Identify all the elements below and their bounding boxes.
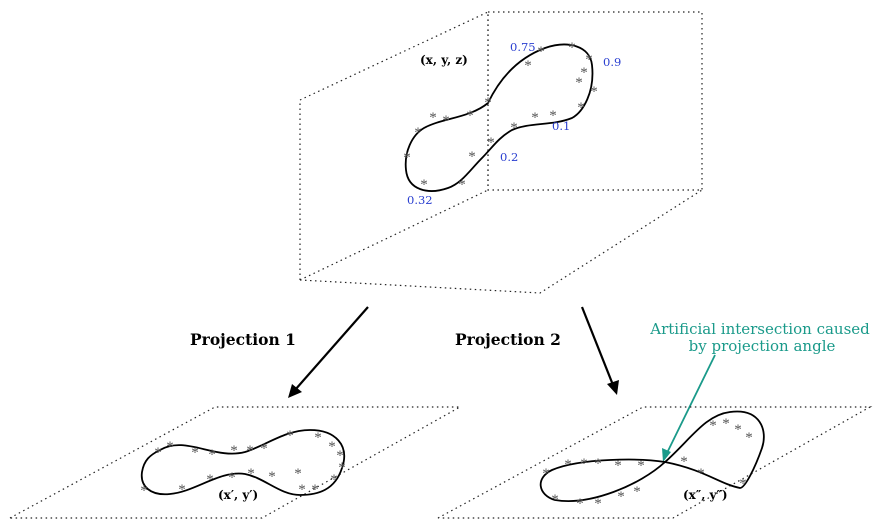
3d-box bbox=[299, 11, 703, 294]
projection-1-label: Projection 1 bbox=[190, 330, 296, 349]
sample-marker: * bbox=[206, 472, 214, 488]
coord-label-projection-2: (x″, y″) bbox=[683, 488, 728, 502]
sample-marker: * bbox=[594, 456, 602, 472]
annotation-line-1: Artificial intersection caused bbox=[649, 320, 870, 338]
sample-markers-3d: ** ***************** ** bbox=[403, 40, 598, 193]
sample-marker: * bbox=[260, 441, 268, 457]
sample-marker: * bbox=[564, 457, 572, 473]
sample-marker: * bbox=[314, 430, 322, 446]
sample-markers-projection-1: * * * * * * ** ************** bbox=[140, 428, 346, 499]
sample-marker: * bbox=[429, 110, 437, 126]
box-left-face bbox=[299, 11, 489, 280]
sample-marker: * bbox=[298, 482, 306, 498]
sample-marker: * bbox=[246, 443, 254, 459]
sample-marker: * bbox=[140, 483, 148, 499]
sample-marker: * bbox=[466, 108, 474, 124]
sample-marker: * bbox=[549, 108, 557, 124]
sample-marker: * bbox=[524, 58, 532, 74]
sample-marker: * bbox=[510, 120, 518, 136]
sample-marker: * bbox=[585, 52, 593, 68]
sample-marker: * bbox=[166, 439, 174, 455]
box-back-face bbox=[487, 11, 703, 191]
sample-marker: * bbox=[537, 44, 545, 60]
sample-marker: * bbox=[286, 428, 294, 444]
sample-marker: * bbox=[531, 110, 539, 126]
sample-marker: * bbox=[614, 458, 622, 474]
sample-marker: * bbox=[268, 469, 276, 485]
coord-label-projection-1: (x′, y′) bbox=[218, 488, 258, 502]
sample-marker: * bbox=[403, 150, 411, 166]
sample-marker: * bbox=[739, 476, 747, 492]
sample-marker: * bbox=[336, 448, 344, 464]
sample-marker: * bbox=[294, 466, 302, 482]
sample-marker: * bbox=[580, 456, 588, 472]
sample-marker: * bbox=[228, 470, 236, 486]
sample-marker: * bbox=[154, 445, 162, 461]
sample-marker: * bbox=[594, 496, 602, 512]
sample-marker: * bbox=[328, 439, 336, 455]
sample-marker: * bbox=[330, 472, 338, 488]
box-left-bottom-edge bbox=[299, 189, 489, 281]
param-label-0-75: 0.75 bbox=[510, 40, 536, 54]
sample-marker: * bbox=[568, 40, 576, 56]
annotation-line-2: by projection angle bbox=[689, 337, 836, 355]
sample-marker: * bbox=[680, 454, 688, 470]
sample-marker: * bbox=[637, 458, 645, 474]
sample-marker: * bbox=[442, 113, 450, 129]
coord-label-3d: (x, y, z) bbox=[420, 53, 468, 67]
sample-marker: * bbox=[633, 484, 641, 500]
param-label-0-1: 0.1 bbox=[552, 119, 570, 133]
projection-2-arrow bbox=[580, 306, 619, 395]
sample-marker: * bbox=[311, 482, 319, 498]
sample-marker: * bbox=[487, 135, 495, 151]
sample-marker: * bbox=[230, 443, 238, 459]
sample-marker: * bbox=[542, 466, 550, 482]
sample-marker: * bbox=[191, 445, 199, 461]
sample-marker: * bbox=[697, 466, 705, 482]
param-label-0-32: 0.32 bbox=[407, 193, 433, 207]
curve-3d bbox=[404, 43, 594, 192]
sample-markers-projection-2: * * * * * ** * * ***** * * * * bbox=[542, 416, 753, 512]
sample-marker: * bbox=[338, 460, 346, 476]
param-label-0-9: 0.9 bbox=[603, 55, 621, 69]
sample-marker: * bbox=[551, 492, 559, 508]
sample-marker: * bbox=[745, 430, 753, 446]
projection-2-label: Projection 2 bbox=[455, 330, 561, 349]
sample-marker: * bbox=[617, 489, 625, 505]
sample-marker: * bbox=[178, 482, 186, 498]
sample-marker: * bbox=[734, 422, 742, 438]
curve-projection-1 bbox=[140, 429, 345, 496]
sample-marker: * bbox=[590, 84, 598, 100]
sample-marker: * bbox=[575, 75, 583, 91]
projection-1-arrow bbox=[288, 306, 369, 398]
annotation-arrow bbox=[662, 354, 716, 462]
sample-marker: * bbox=[420, 177, 428, 193]
sample-marker: * bbox=[722, 416, 730, 432]
sample-marker: * bbox=[577, 100, 585, 116]
sample-marker: * bbox=[468, 149, 476, 165]
box-bottom-face bbox=[299, 189, 703, 294]
projection-2-plane bbox=[437, 406, 873, 519]
curve-projection-2 bbox=[539, 410, 765, 502]
sample-marker: * bbox=[580, 65, 588, 81]
sample-marker: * bbox=[576, 496, 584, 512]
sample-marker: * bbox=[247, 466, 255, 482]
sample-marker: * bbox=[458, 177, 466, 193]
projection-1-plane bbox=[9, 406, 463, 519]
sample-marker: * bbox=[484, 95, 492, 111]
sample-marker: * bbox=[208, 447, 216, 463]
sample-marker: * bbox=[414, 125, 422, 141]
param-label-0-2: 0.2 bbox=[500, 150, 518, 164]
sample-marker: * bbox=[709, 418, 717, 434]
